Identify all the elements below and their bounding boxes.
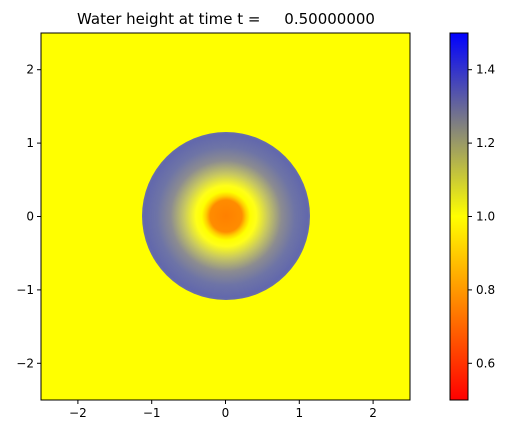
- x-tick-label: −2: [69, 406, 87, 420]
- colorbar-tick-label: 0.6: [476, 356, 495, 370]
- y-tick-label: 1: [26, 136, 34, 150]
- x-axis: −2 −1 0 1 2: [69, 400, 377, 420]
- x-tick-label: 2: [369, 406, 377, 420]
- colorbar-tick-label: 1.4: [476, 63, 495, 77]
- colorbar-tick-label: 1.0: [476, 210, 495, 224]
- y-axis: −2 −1 0 1 2: [16, 63, 41, 370]
- y-tick-label: −2: [16, 356, 34, 370]
- y-tick-label: 0: [26, 210, 34, 224]
- y-tick-label: 2: [26, 63, 34, 77]
- colorbar-gradient: [449, 32, 469, 401]
- x-tick-label: 1: [295, 406, 303, 420]
- water-disturbance: [142, 132, 310, 300]
- chart-title: Water height at time t = 0.50000000: [77, 10, 375, 28]
- colorbar: 0.6 0.8 1.0 1.2 1.4: [449, 32, 495, 401]
- x-tick-label: 0: [222, 406, 230, 420]
- colorbar-tick-label: 1.2: [476, 136, 495, 150]
- y-tick-label: −1: [16, 283, 34, 297]
- colorbar-tick-label: 0.8: [476, 283, 495, 297]
- colorbar-ticks: 0.6 0.8 1.0 1.2 1.4: [468, 63, 495, 370]
- plot-area: [40, 32, 411, 401]
- x-tick-label: −1: [143, 406, 161, 420]
